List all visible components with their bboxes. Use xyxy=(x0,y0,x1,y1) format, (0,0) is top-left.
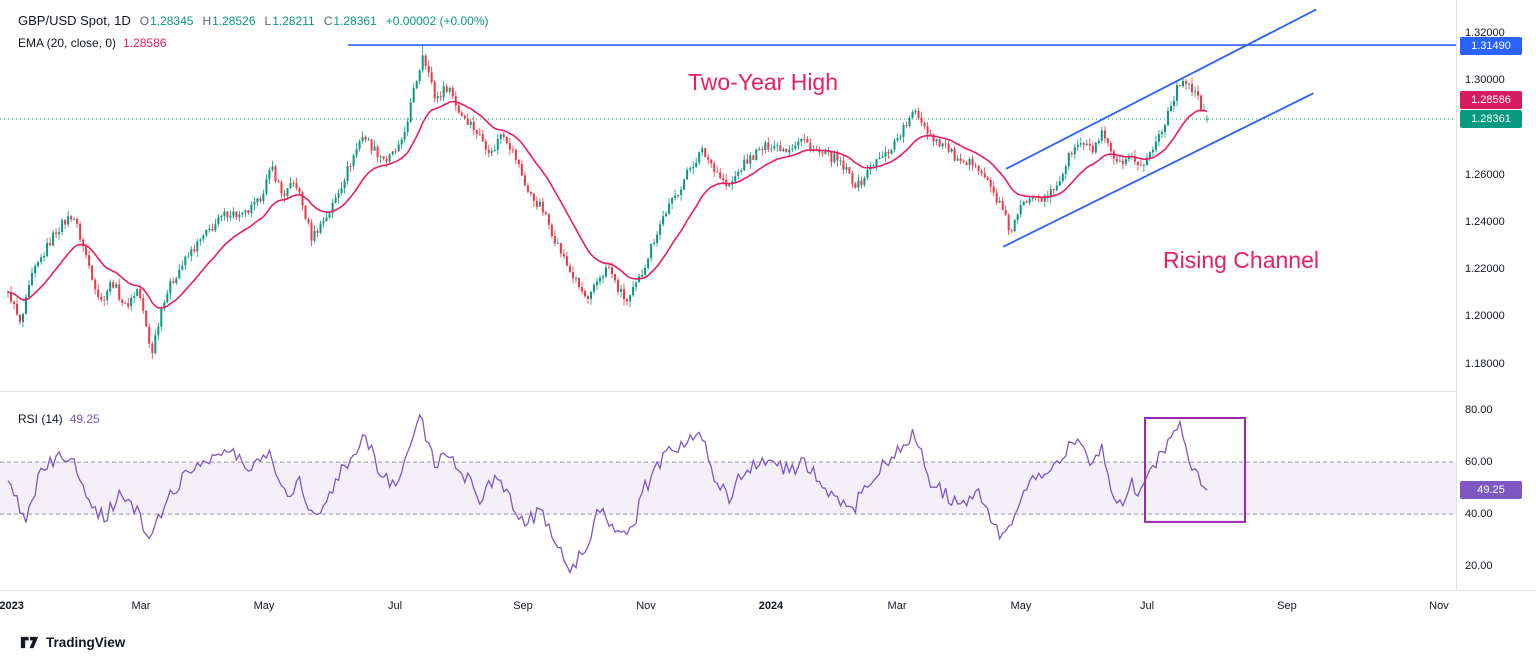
time-axis-tick: Mar xyxy=(131,600,151,612)
rsi-line[interactable] xyxy=(7,413,1208,575)
price-axis-tick: 1.24000 xyxy=(1465,215,1505,228)
rsi-legend-value: 49.25 xyxy=(69,412,100,426)
time-axis[interactable]: 2023 Mar May Jul Sep Nov 2024 Mar May Jul Sep Nov xyxy=(0,590,1536,626)
time-axis-tick: Jul xyxy=(387,600,403,612)
time-axis-tick: Sep xyxy=(513,600,533,612)
rsi-value-label: 49.25 xyxy=(1460,481,1522,500)
price-axis-tick: 1.22000 xyxy=(1465,263,1505,276)
rising-channel-lines[interactable] xyxy=(1002,8,1317,248)
open-label: O xyxy=(139,14,150,28)
ema-legend-name: EMA (20, close, 0) xyxy=(18,36,117,50)
rsi-axis-tick: 60.00 xyxy=(1465,456,1493,469)
candles-layer[interactable] xyxy=(7,45,1208,359)
rsi-axis-tick: 80.00 xyxy=(1465,404,1493,417)
rsi-axis-tick: 20.00 xyxy=(1465,560,1493,573)
footer-bar: TradingView xyxy=(0,625,1536,658)
rsi-pane[interactable] xyxy=(0,392,1456,590)
rsi-legend-row[interactable]: RSI (14) 49.25 xyxy=(18,412,100,426)
time-axis-tick: Mar xyxy=(887,600,907,612)
time-axis-tick: 2024 xyxy=(758,600,784,612)
pane-divider[interactable] xyxy=(0,391,1536,392)
close-label: C xyxy=(323,14,333,28)
high-value: 1.28526 xyxy=(212,14,256,28)
price-label-two-year-high: 1.31490 xyxy=(1460,37,1522,56)
rising-channel-label[interactable]: Rising Channel xyxy=(1163,247,1319,273)
price-chart-pane[interactable] xyxy=(0,0,1456,392)
rsi-axis-tick: 40.00 xyxy=(1465,508,1493,521)
symbol-title[interactable]: GBP/USD Spot, 1D xyxy=(18,13,131,28)
time-axis-tick: Jul xyxy=(1140,600,1155,612)
change-value: +0.00002 (+0.00%) xyxy=(385,14,489,28)
price-axis[interactable]: 1.31490 1.28586 1.28361 49.25 1.32000 1.3… xyxy=(1456,0,1536,590)
price-axis-tick: 1.18000 xyxy=(1465,357,1505,370)
two-year-high-label[interactable]: Two-Year High xyxy=(688,69,839,95)
rsi-band xyxy=(0,461,1456,515)
chart-legend: GBP/USD Spot, 1D O 1.28345 H 1.28526 L 1.28… xyxy=(18,13,489,50)
price-label-close: 1.28361 xyxy=(1460,109,1522,128)
time-axis-tick: Sep xyxy=(1277,600,1297,612)
price-axis-tick: 1.32000 xyxy=(1465,27,1505,40)
ema-line[interactable] xyxy=(7,100,1208,309)
low-label: L xyxy=(264,14,272,28)
open-value: 1.28345 xyxy=(150,14,194,28)
time-axis-tick: May xyxy=(1010,600,1032,612)
tradingview-brand[interactable]: TradingView xyxy=(46,634,126,650)
price-axis-tick: 1.30000 xyxy=(1465,74,1505,87)
ema-legend-row[interactable]: EMA (20, close, 0) 1.28586 xyxy=(18,36,489,50)
close-value: 1.28361 xyxy=(333,14,377,28)
symbol-row[interactable]: GBP/USD Spot, 1D O 1.28345 H 1.28526 L 1.28… xyxy=(18,13,489,28)
high-label: H xyxy=(202,14,212,28)
time-axis-tick: Nov xyxy=(1429,600,1449,612)
tradingview-logo-icon[interactable] xyxy=(20,634,39,651)
time-axis-tick: 2023 xyxy=(0,600,24,612)
rsi-legend-name: RSI (14) xyxy=(18,412,63,426)
time-axis-tick: May xyxy=(253,600,275,612)
rsi-highlight-box[interactable] xyxy=(1144,417,1246,523)
ema-legend-value: 1.28586 xyxy=(123,36,167,50)
low-value: 1.28211 xyxy=(272,14,315,28)
price-axis-tick: 1.20000 xyxy=(1465,310,1505,323)
price-label-ema: 1.28586 xyxy=(1460,90,1522,109)
price-axis-tick: 1.26000 xyxy=(1465,168,1505,181)
time-axis-tick: Nov xyxy=(636,600,656,612)
